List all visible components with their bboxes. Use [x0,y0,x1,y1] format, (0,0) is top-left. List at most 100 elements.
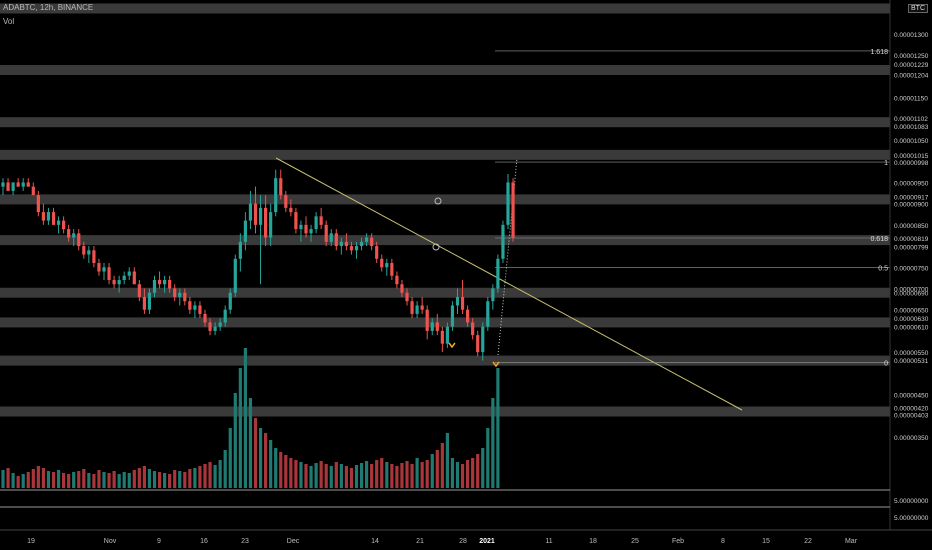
candle-body [132,271,136,285]
candle-body [440,330,444,344]
candle-body [264,207,268,238]
candle-body [304,224,308,234]
volume-bar [87,473,91,488]
volume-bar [450,458,455,488]
fib-level-label: 0.5 [878,265,888,272]
price-tick-label: 0.00001204 [894,73,929,80]
candle-body [122,275,126,280]
candle-body [107,267,111,280]
trendline-layer [275,157,743,411]
zone-2 [0,117,890,128]
candle-body [168,280,172,289]
candle-body [243,220,247,242]
volume-bar [405,461,409,488]
volume-bar [117,474,121,488]
volume-indicator-label[interactable]: Vol [3,17,15,26]
currency-badge[interactable]: BTC [908,4,928,13]
fib-level-label: 0.618 [870,236,888,243]
volume-bar [107,473,111,488]
time-tick-label: 19 [27,538,35,545]
candle-body [92,250,96,264]
volume-bar [274,448,278,488]
volume-bar [253,418,258,488]
support-resistance-zones [0,3,890,417]
volume-bar [460,464,465,488]
time-tick-label: 11 [545,538,552,545]
candle-body [163,280,167,285]
volume-bar [67,474,71,488]
volume-bar [269,440,273,488]
candle-body [147,292,152,310]
candle-body [511,182,515,238]
price-tick-label: 0.00001300 [894,32,929,39]
time-tick-label: 9 [157,538,161,545]
zone-7 [0,317,890,328]
price-tick-label: 0.00000690 [894,291,929,298]
time-tick-label: 8 [721,538,725,545]
price-axis[interactable]: 0.00001300 0.00001250 0.00001229 0.00001204… [0,0,929,530]
candle-body [188,301,192,310]
volume-bar [400,463,404,488]
volume-bar [309,466,313,488]
candle-body [183,292,187,302]
candle-body [329,233,333,242]
zone-9 [0,406,890,417]
candle-body [375,246,379,259]
candle-body [496,258,500,289]
candle-body [36,195,40,213]
candle-body [6,182,10,191]
volume-bar [102,472,106,488]
fib-level-label: 1.618 [870,49,888,56]
candle-body [11,182,15,191]
candle-body [354,246,359,251]
volume-bar [491,398,495,488]
candle-body [359,241,364,247]
volume-bar [354,465,359,488]
candle-body [142,296,146,310]
price-tick-label: 0.00001229 [894,62,929,69]
candle-body [334,233,338,247]
volume-bar [77,471,81,488]
candle-body [430,322,434,331]
candle-body [471,322,475,336]
price-tick-label: 0.00001250 [894,53,929,60]
candle-body [51,212,56,225]
price-tick-label: 0.00000950 [894,180,929,187]
volume-bar [455,462,460,488]
fib-retracement[interactable]: 1.618 1 0.618 0.5 0 [495,49,890,368]
volume-bar [299,462,303,488]
candle-body [319,216,323,225]
volume-bar [122,472,126,488]
candle-body [289,207,293,213]
fib-level-label: 0 [884,361,888,368]
volume-bar [420,462,424,488]
volume-bar [380,458,384,488]
candle-body [415,305,419,314]
volume-bar [82,469,86,488]
candle-body [228,292,232,310]
time-axis[interactable]: 19 Nov 9 16 23 Dec 14 21 28 2021 11 18 25 Feb 8 15 22 Mar [0,529,932,545]
volume-bar [16,476,20,488]
volume-bar [173,470,177,488]
volume-bar [476,454,480,488]
volume-bar [198,466,202,488]
zone-4 [0,194,890,205]
volume-bar [284,455,288,488]
volume-bars [1,348,500,488]
volume-bar [466,460,470,488]
candle-body [370,237,374,247]
candle-body [349,246,354,251]
time-tick-label: Nov [104,538,117,545]
volume-bar [349,468,354,488]
symbol-title: ADABTC, 12h, BINANCE [3,3,94,12]
price-tick-label: 0.00001015 [894,153,929,160]
volume-bar [218,460,222,488]
volume-bar [193,468,197,488]
candle-body [198,305,202,314]
volume-bar [213,465,217,488]
candle-body [203,313,207,323]
candle-body [77,233,81,247]
volume-bar [46,471,51,488]
price-tick-label: 0.00000750 [894,265,929,272]
